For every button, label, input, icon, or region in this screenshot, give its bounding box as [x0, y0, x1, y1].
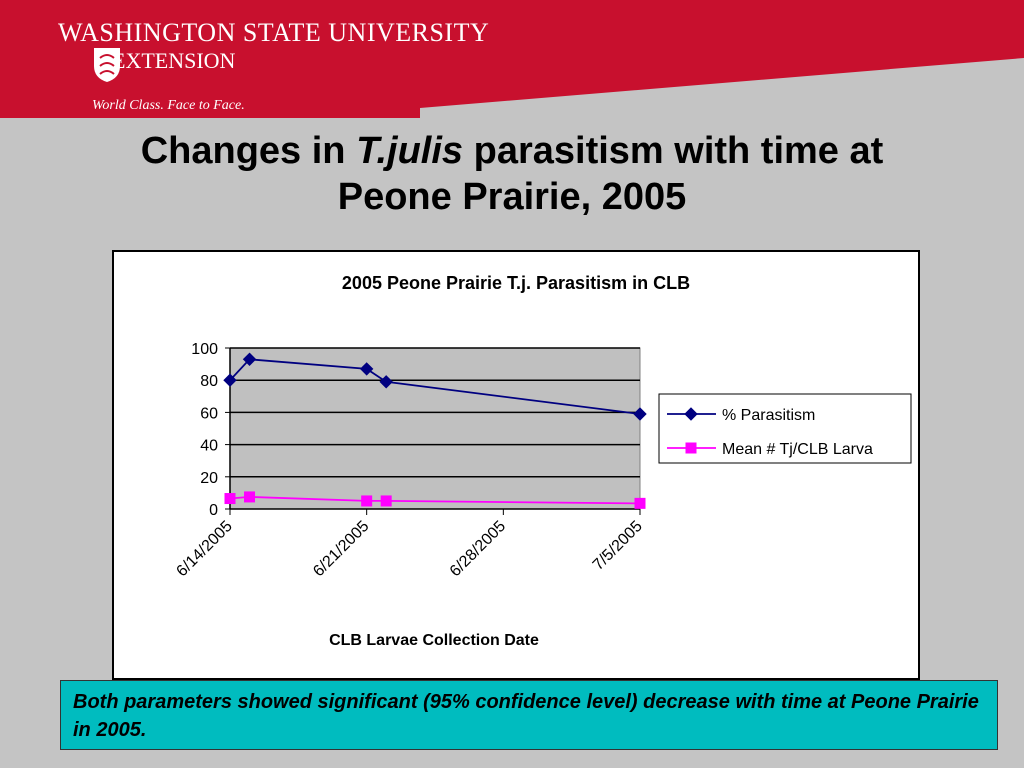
y-tick-label: 40 [200, 438, 218, 455]
header-banner: WASHINGTON STATE UNIVERSITY EXTENSION Wo… [0, 0, 1024, 140]
legend-marker-2 [685, 442, 697, 454]
data-point-series-2 [380, 495, 392, 507]
org-subunit: EXTENSION [112, 48, 236, 73]
line-chart: 2005 Peone Prairie T.j. Parasitism in CL… [173, 273, 912, 649]
chart-title: 2005 Peone Prairie T.j. Parasitism in CL… [342, 273, 690, 293]
data-point-series-1 [242, 352, 257, 366]
x-tick-label: 6/21/2005 [310, 518, 372, 580]
legend-marker-1 [684, 407, 698, 421]
data-point-series-1 [633, 407, 647, 421]
data-point-series-2 [634, 497, 646, 509]
data-point-series-1 [379, 375, 393, 389]
data-point-series-2 [361, 495, 373, 507]
legend-label-2: Mean # Tj/CLB Larva [722, 441, 873, 458]
slide-title: Changes in T.julis parasitism with time … [0, 128, 1024, 220]
conclusion-note: Both parameters showed significant (95% … [60, 680, 998, 750]
wsu-seal-icon [94, 48, 120, 82]
title-line-1: Changes in T.julis parasitism with time … [0, 128, 1024, 174]
plot-area [229, 347, 641, 510]
title-part2: parasitism with time at [463, 130, 884, 172]
data-point-series-1 [359, 362, 374, 376]
data-point-series-2 [244, 491, 256, 503]
y-tick-label: 20 [200, 470, 218, 487]
x-tick-label: 6/14/2005 [173, 518, 235, 580]
chart-container: 2005 Peone Prairie T.j. Parasitism in CL… [112, 250, 920, 680]
y-tick-label: 0 [209, 502, 218, 519]
banner-shape [0, 0, 1024, 118]
data-point-series-1 [223, 373, 237, 387]
x-tick-label: 7/5/2005 [590, 518, 646, 574]
legend-label-1: % Parasitism [722, 407, 815, 424]
tagline: World Class. Face to Face. [92, 98, 245, 113]
y-tick-label: 80 [200, 373, 218, 390]
x-axis-label: CLB Larvae Collection Date [329, 632, 539, 649]
y-tick-label: 100 [191, 341, 218, 358]
org-name: WASHINGTON STATE UNIVERSITY [58, 18, 490, 47]
title-italic: T.julis [356, 130, 464, 172]
x-tick-label: 6/28/2005 [447, 518, 509, 580]
title-part1: Changes in [140, 130, 357, 172]
title-line-2: Peone Prairie, 2005 [337, 176, 687, 218]
y-tick-label: 60 [200, 405, 218, 422]
legend-box [658, 393, 912, 464]
data-point-series-2 [224, 493, 236, 505]
